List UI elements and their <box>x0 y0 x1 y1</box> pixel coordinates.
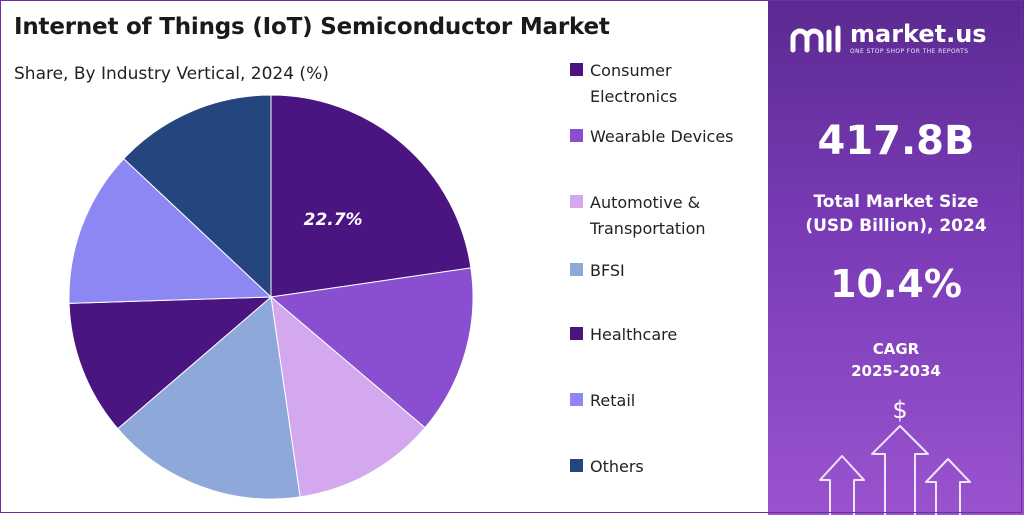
summary-panel: market.us ONE STOP SHOP FOR THE REPORTS … <box>768 0 1024 515</box>
cagr-label-line2: 2025-2034 <box>851 362 941 380</box>
brand-tagline: ONE STOP SHOP FOR THE REPORTS <box>850 48 969 55</box>
legend-swatch <box>570 393 583 406</box>
market-size-label: Total Market Size (USD Billion), 2024 <box>768 190 1024 238</box>
legend-swatch <box>570 327 583 340</box>
legend-label: Healthcare <box>590 325 678 344</box>
legend-swatch <box>570 129 583 142</box>
dollar-icon: $ <box>892 396 907 424</box>
legend-label: Wearable Devices <box>590 127 734 146</box>
legend-item: Automotive & Transportation <box>570 190 760 242</box>
legend-label: Automotive & Transportation <box>590 193 706 238</box>
chart-panel: Internet of Things (IoT) Semiconductor M… <box>14 14 760 500</box>
growth-arrows-icon: $ <box>819 396 971 515</box>
pie-chart: 22.7% <box>68 94 474 500</box>
pie-data-label: 22.7% <box>304 210 363 230</box>
pie-slice-wearable-devices <box>269 267 474 429</box>
legend-label: Consumer Electronics <box>590 61 678 106</box>
market-size-value: 417.8B <box>817 118 975 164</box>
pie-slice-retail <box>68 158 273 304</box>
legend-item: Others <box>570 454 760 480</box>
pie-slice-others <box>123 94 272 299</box>
pie-slice-automotive-transportation <box>270 295 426 498</box>
chart-subtitle: Share, By Industry Vertical, 2024 (%) <box>14 64 329 84</box>
brand-name: market.us <box>850 20 987 48</box>
legend-item: Retail <box>570 388 760 414</box>
brand-logo: market.us ONE STOP SHOP FOR THE REPORTS <box>790 22 987 55</box>
legend-swatch <box>570 263 583 276</box>
pie-slice-consumer-electronics <box>270 94 472 298</box>
market-size-label-line1: Total Market Size <box>813 192 979 212</box>
legend-swatch <box>570 459 583 472</box>
legend-swatch <box>570 63 583 76</box>
legend-item: Wearable Devices <box>570 124 760 150</box>
legend-item: Healthcare <box>570 322 760 348</box>
legend-label: Others <box>590 457 644 476</box>
cagr-label-line1: CAGR <box>872 340 920 358</box>
pie-slice-bfsi <box>117 296 301 500</box>
cagr-value: 10.4% <box>830 262 962 306</box>
market-size-label-line2: (USD Billion), 2024 <box>805 216 987 236</box>
chart-title: Internet of Things (IoT) Semiconductor M… <box>14 14 610 40</box>
legend-label: BFSI <box>590 261 625 280</box>
legend-label: Retail <box>590 391 636 410</box>
legend-item: Consumer Electronics <box>570 58 760 110</box>
legend-item: BFSI <box>570 258 760 284</box>
legend-swatch <box>570 195 583 208</box>
market-us-logo-icon <box>790 25 841 52</box>
pie-slice-healthcare <box>68 296 273 430</box>
cagr-label: CAGR 2025-2034 <box>768 338 1024 382</box>
